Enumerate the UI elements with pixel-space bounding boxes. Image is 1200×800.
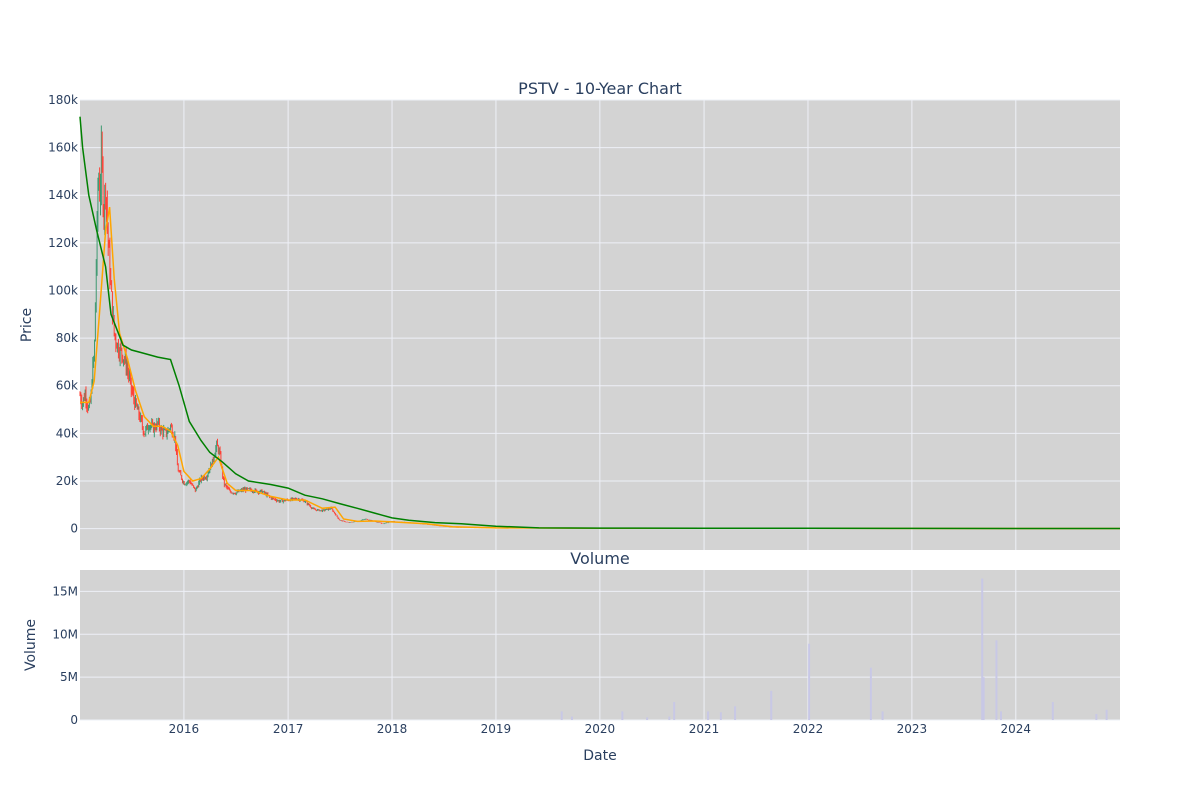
volume-chart-title: Volume [570, 549, 630, 568]
volume-y-axis-title: Volume [23, 619, 39, 671]
volume-y-tick-label: 15M [52, 584, 78, 598]
price-y-tick-label: 160k [48, 141, 78, 155]
price-y-tick-label: 0 [70, 522, 78, 536]
volume-bar [570, 716, 573, 720]
x-tick-label: 2020 [585, 722, 616, 736]
volume-y-tick-label: 0 [70, 713, 78, 727]
volume-bar [621, 711, 624, 720]
volume-bar [982, 677, 985, 720]
moving-average-long-line [79, 116, 1120, 530]
price-marks [79, 116, 1120, 530]
moving-average-short-line [80, 206, 1120, 530]
volume-bar [1095, 714, 1098, 720]
price-y-ticks: 0 20k 40k 60k 80k 100k 120k 140k 160k 180k [48, 93, 78, 536]
volume-bar [673, 702, 676, 720]
price-y-tick-label: 80k [56, 331, 78, 345]
x-tick-label: 2019 [481, 722, 512, 736]
volume-bar [1051, 702, 1054, 720]
x-tick-label: 2021 [689, 722, 720, 736]
volume-bar [869, 667, 872, 720]
volume-y-tick-label: 10M [52, 627, 78, 641]
volume-bar [668, 716, 671, 720]
volume-y-tick-label: 5M [60, 670, 78, 684]
x-tick-label: 2018 [377, 722, 408, 736]
volume-bar [719, 712, 722, 720]
price-y-tick-label: 140k [48, 188, 78, 202]
volume-bar [1105, 709, 1108, 720]
price-y-tick-label: 120k [48, 236, 78, 250]
price-y-tick-label: 20k [56, 474, 78, 488]
price-y-axis-title: Price [19, 308, 35, 342]
price-y-tick-label: 100k [48, 283, 78, 297]
volume-bars [560, 578, 1108, 720]
x-tick-label: 2016 [169, 722, 200, 736]
price-y-tick-label: 180k [48, 93, 78, 107]
x-tick-label: 2017 [273, 722, 304, 736]
price-y-tick-label: 40k [56, 426, 78, 440]
price-panel: 0 20k 40k 60k 80k 100k 120k 140k 160k 180k Price [19, 93, 1120, 550]
x-tick-label: 2023 [897, 722, 928, 736]
x-tick-label: 2022 [793, 722, 824, 736]
volume-gridlines [80, 570, 1120, 721]
volume-bar [995, 640, 998, 720]
price-chart-title: PSTV - 10-Year Chart [518, 79, 682, 98]
price-y-tick-label: 60k [56, 379, 78, 393]
volume-bar [770, 690, 773, 720]
x-axis-ticks: 2016 2017 2018 2019 2020 2021 2022 2023 2024 [169, 722, 1031, 736]
volume-bar [734, 706, 737, 720]
volume-y-ticks: 0 5M 10M 15M [52, 584, 78, 727]
x-axis-title: Date [583, 748, 616, 764]
volume-bar [881, 711, 884, 720]
x-tick-label: 2024 [1001, 722, 1032, 736]
price-gridlines [80, 99, 1120, 550]
volume-bar [981, 578, 984, 720]
volume-bar [646, 717, 649, 720]
volume-bar [707, 711, 710, 720]
volume-bar [808, 643, 811, 720]
volume-bar [999, 711, 1002, 720]
volume-bar [560, 711, 563, 720]
